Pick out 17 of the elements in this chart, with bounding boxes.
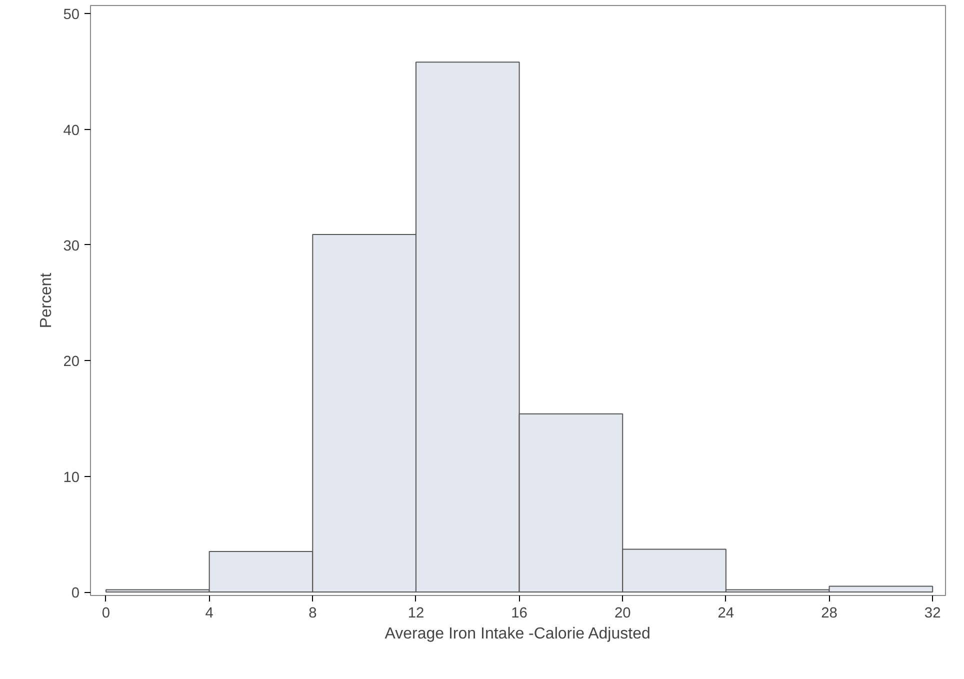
- x-tick-label: 0: [102, 606, 110, 622]
- x-tick-label: 32: [924, 606, 941, 622]
- x-axis-title: Average Iron Intake -Calorie Adjusted: [384, 626, 650, 642]
- y-tick-label: 50: [63, 7, 80, 24]
- x-tick-label: 8: [308, 606, 317, 622]
- y-tick-label: 20: [63, 354, 80, 370]
- y-tick-label: 10: [63, 470, 80, 486]
- x-tick-label: 4: [205, 606, 214, 622]
- x-tick-label: 12: [408, 606, 424, 622]
- x-tick-label: 20: [614, 606, 631, 622]
- y-axis-title: Percent: [38, 272, 56, 328]
- x-tick-label: 24: [718, 606, 734, 622]
- y-tick-label: 0: [71, 586, 80, 602]
- y-tick-label: 40: [63, 122, 80, 139]
- x-tick-label: 28: [821, 606, 838, 622]
- y-tick-label: 30: [63, 238, 80, 254]
- x-tick-label: 16: [511, 606, 528, 622]
